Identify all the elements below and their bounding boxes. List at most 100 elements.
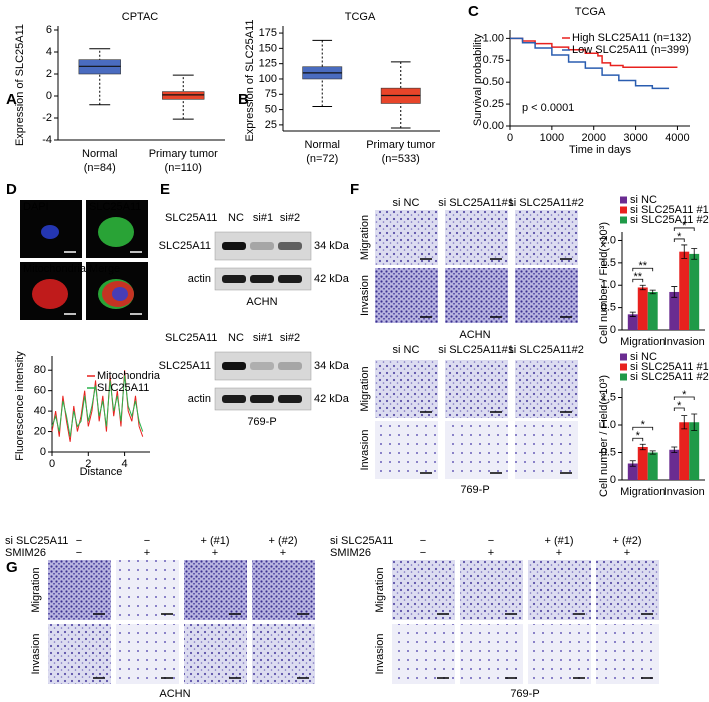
- chart-title: CPTAC: [122, 11, 159, 23]
- significance-bracket: [632, 278, 644, 283]
- size-label: 34 kDa: [314, 360, 350, 372]
- x-tick-label: 4: [122, 458, 128, 470]
- microscopy-image: [515, 421, 578, 479]
- y-tick-label: 0.75: [483, 54, 504, 66]
- error-bar: [649, 450, 656, 455]
- blot-band: [250, 395, 274, 403]
- y-tick-label: 2.0: [601, 234, 616, 246]
- significance-bracket: [632, 437, 644, 442]
- condition-label: si SLC25A11#2: [508, 197, 584, 209]
- y-tick-label: 0.00: [483, 120, 504, 132]
- y-tick-label: 175: [259, 27, 277, 39]
- image-label: Merge: [89, 263, 120, 275]
- category-label: Normal: [82, 148, 117, 160]
- category-label: Migration: [620, 486, 665, 498]
- treatment-symbol: +: [488, 547, 494, 559]
- row-label: Migration: [359, 366, 371, 411]
- cell-line-label: 769-P: [460, 484, 489, 496]
- series-line: [510, 37, 670, 90]
- y-axis-label: Survival probability: [472, 33, 484, 126]
- microscopy-image: [252, 624, 315, 684]
- error-bar: [681, 244, 688, 259]
- microscopy-image: [392, 560, 455, 620]
- legend-swatch: [620, 206, 627, 214]
- blot-band: [250, 362, 274, 370]
- panel-letter: C: [468, 3, 479, 20]
- legend-label: SLC25A11: [97, 382, 149, 394]
- bar: [637, 287, 648, 330]
- significance-bracket: [673, 238, 685, 242]
- blot-header: SLC25A11: [165, 212, 217, 224]
- row-label: Invasion: [374, 634, 386, 675]
- blot-band: [250, 275, 274, 283]
- bar: [679, 422, 690, 480]
- bar: [689, 422, 700, 480]
- microscopy-image: [445, 360, 508, 418]
- bar: [637, 447, 648, 480]
- significance-bracket: [632, 267, 654, 272]
- row-label: Invasion: [359, 430, 371, 471]
- x-tick-label: 4000: [665, 132, 689, 144]
- treatment-symbol: −: [420, 547, 426, 559]
- x-tick-label: 0: [507, 132, 513, 144]
- factor-label: si SLC25A11: [330, 535, 393, 547]
- category-label: Primary tumor: [366, 139, 435, 151]
- treatment-symbol: −: [420, 535, 426, 547]
- microscopy-image: [184, 624, 247, 684]
- legend-swatch: [620, 363, 627, 371]
- bar: [647, 452, 658, 480]
- category-note: (n=72): [306, 153, 338, 165]
- error-bar: [671, 446, 678, 453]
- x-tick-label: 2: [85, 458, 91, 470]
- condition-label: si NC: [393, 344, 420, 356]
- category-label: Migration: [620, 336, 665, 348]
- row-label: Invasion: [359, 275, 371, 316]
- blot-band: [278, 275, 302, 283]
- x-tick-label: 1000: [540, 132, 564, 144]
- panel-letter: B: [238, 91, 249, 108]
- y-axis-label: Fluorescence intensity: [14, 351, 26, 461]
- microscopy-image: [116, 624, 179, 684]
- legend-swatch: [620, 353, 627, 361]
- y-axis-label: Expression of SLC25A11: [244, 19, 256, 141]
- microscopy-image: [596, 624, 659, 684]
- legend-swatch: [620, 216, 627, 224]
- cell: [32, 279, 68, 309]
- microscopy-image: [515, 268, 578, 323]
- microscopy-image: [445, 210, 508, 265]
- series-line: [51, 375, 144, 437]
- y-tick-label: 1.0: [601, 419, 616, 431]
- microscopy-image: [445, 268, 508, 323]
- y-tick-label: 0.5: [601, 302, 616, 314]
- microscopy-image: [48, 624, 111, 684]
- significance-label: *: [677, 231, 682, 243]
- y-tick-label: 40: [34, 405, 46, 417]
- error-bar: [629, 460, 636, 467]
- category-note: (n=110): [165, 162, 202, 174]
- blot-band: [222, 395, 246, 403]
- blot-band: [278, 362, 302, 370]
- factor-label: SMIM26: [5, 547, 46, 559]
- image-label: DAPI: [23, 201, 49, 213]
- blot-header: SLC25A11: [165, 332, 217, 344]
- series-line: [510, 37, 678, 69]
- treatment-symbol: −: [76, 547, 82, 559]
- y-tick-label: 0: [610, 324, 616, 336]
- condition-label: si NC: [393, 197, 420, 209]
- microscopy-image: [252, 560, 315, 620]
- y-tick-label: 1.00: [483, 32, 504, 44]
- size-label: 42 kDa: [314, 393, 350, 405]
- error-bar: [691, 413, 698, 431]
- y-tick-label: 60: [34, 385, 46, 397]
- treatment-symbol: + (#1): [200, 535, 229, 547]
- significance-bracket: [673, 227, 695, 231]
- microscopy-image: [375, 360, 438, 418]
- row-label: SLC25A11: [159, 240, 211, 252]
- category-label: Invasion: [664, 336, 705, 348]
- lane-label: si#2: [280, 332, 300, 344]
- error-bar: [691, 248, 698, 260]
- y-tick-label: 1.5: [601, 257, 616, 269]
- blot-band: [222, 275, 246, 283]
- lane-label: NC: [228, 212, 244, 224]
- y-tick-label: 150: [259, 42, 277, 54]
